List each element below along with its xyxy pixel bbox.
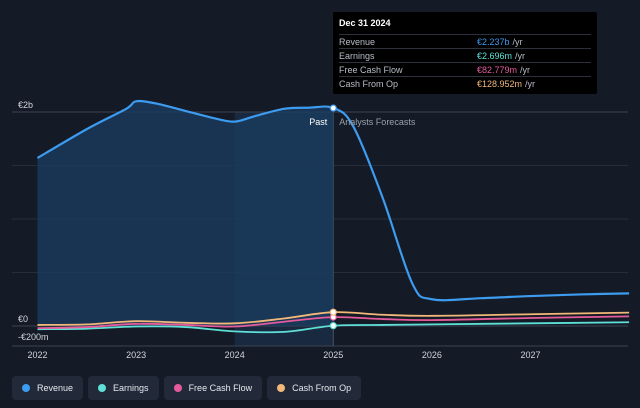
legend-label: Free Cash Flow bbox=[188, 383, 253, 393]
tooltip-unit: /yr bbox=[515, 50, 526, 61]
x-tick-label: 2027 bbox=[520, 350, 540, 360]
tooltip-label: Earnings bbox=[339, 50, 375, 61]
tooltip-title: Dec 31 2024 bbox=[339, 18, 391, 28]
tooltip-row-revenue: Revenue €2.237b /yr bbox=[339, 34, 591, 48]
legend-item-free-cash-flow[interactable]: Free Cash Flow bbox=[163, 376, 263, 400]
series-marker-earnings bbox=[329, 322, 337, 330]
tooltip-value: €82.779m bbox=[477, 64, 518, 75]
past-label: Past bbox=[309, 117, 328, 127]
series-line-revenue bbox=[36, 99, 630, 302]
series-marker-revenue bbox=[329, 104, 337, 112]
tooltip-value: €128.952m bbox=[477, 78, 523, 89]
tooltip-unit: /yr bbox=[525, 78, 536, 89]
tooltip-unit: /yr bbox=[512, 36, 523, 47]
y-tick-label: €2b bbox=[18, 100, 33, 110]
legend-item-cash-from-op[interactable]: Cash From Op bbox=[267, 376, 362, 400]
y-tick-label: -€200m bbox=[18, 332, 49, 342]
legend-label: Cash From Op bbox=[292, 383, 352, 393]
tooltip-label: Free Cash Flow bbox=[339, 64, 403, 75]
legend-dot-icon bbox=[277, 384, 286, 392]
tooltip-row-free-cash-flow: Free Cash Flow €82.779m /yr bbox=[339, 62, 591, 76]
tooltip-label: Cash From Op bbox=[339, 78, 399, 89]
forecast-label: Analysts Forecasts bbox=[339, 117, 416, 127]
legend-dot-icon bbox=[98, 384, 107, 392]
series-line-earnings bbox=[37, 321, 630, 334]
legend-item-earnings[interactable]: Earnings bbox=[88, 376, 159, 400]
x-tick-label: 2022 bbox=[27, 350, 47, 360]
legend-dot-icon bbox=[22, 384, 30, 392]
series-line-free-cash-flow bbox=[37, 315, 630, 330]
legend-label: Revenue bbox=[37, 383, 74, 393]
legend-label: Earnings bbox=[113, 383, 149, 393]
legend: Revenue Earnings Free Cash Flow Cash Fro… bbox=[12, 376, 362, 400]
x-tick-label: 2025 bbox=[323, 350, 343, 360]
tooltip-value: €2.237b bbox=[477, 36, 510, 47]
series-area-revenue bbox=[37, 101, 334, 326]
series-layer bbox=[36, 99, 630, 334]
tooltip-label: Revenue bbox=[339, 36, 376, 47]
legend-item-revenue[interactable]: Revenue bbox=[12, 376, 84, 400]
y-tick-label: €0 bbox=[18, 314, 28, 324]
series-line-cash-from-op bbox=[37, 311, 630, 326]
tooltip: Dec 31 2024 Revenue €2.237b /yr Earnings… bbox=[333, 12, 597, 94]
axis-labels: €2b €0 -€200m 2022 2023 2024 2025 2026 2027 Past A… bbox=[18, 100, 541, 360]
tooltip-row-earnings: Earnings €2.696m /yr bbox=[339, 48, 591, 62]
x-tick-label: 2023 bbox=[126, 350, 146, 360]
x-tick-label: 2024 bbox=[225, 350, 245, 360]
tooltip-value: €2.696m bbox=[477, 50, 513, 61]
x-tick-label: 2026 bbox=[422, 350, 442, 360]
tooltip-unit: /yr bbox=[520, 64, 531, 75]
tooltip-row-cash-from-op: Cash From Op €128.952m /yr bbox=[339, 76, 591, 90]
legend-dot-icon bbox=[173, 384, 182, 392]
series-marker-cash-from-op bbox=[329, 308, 337, 316]
